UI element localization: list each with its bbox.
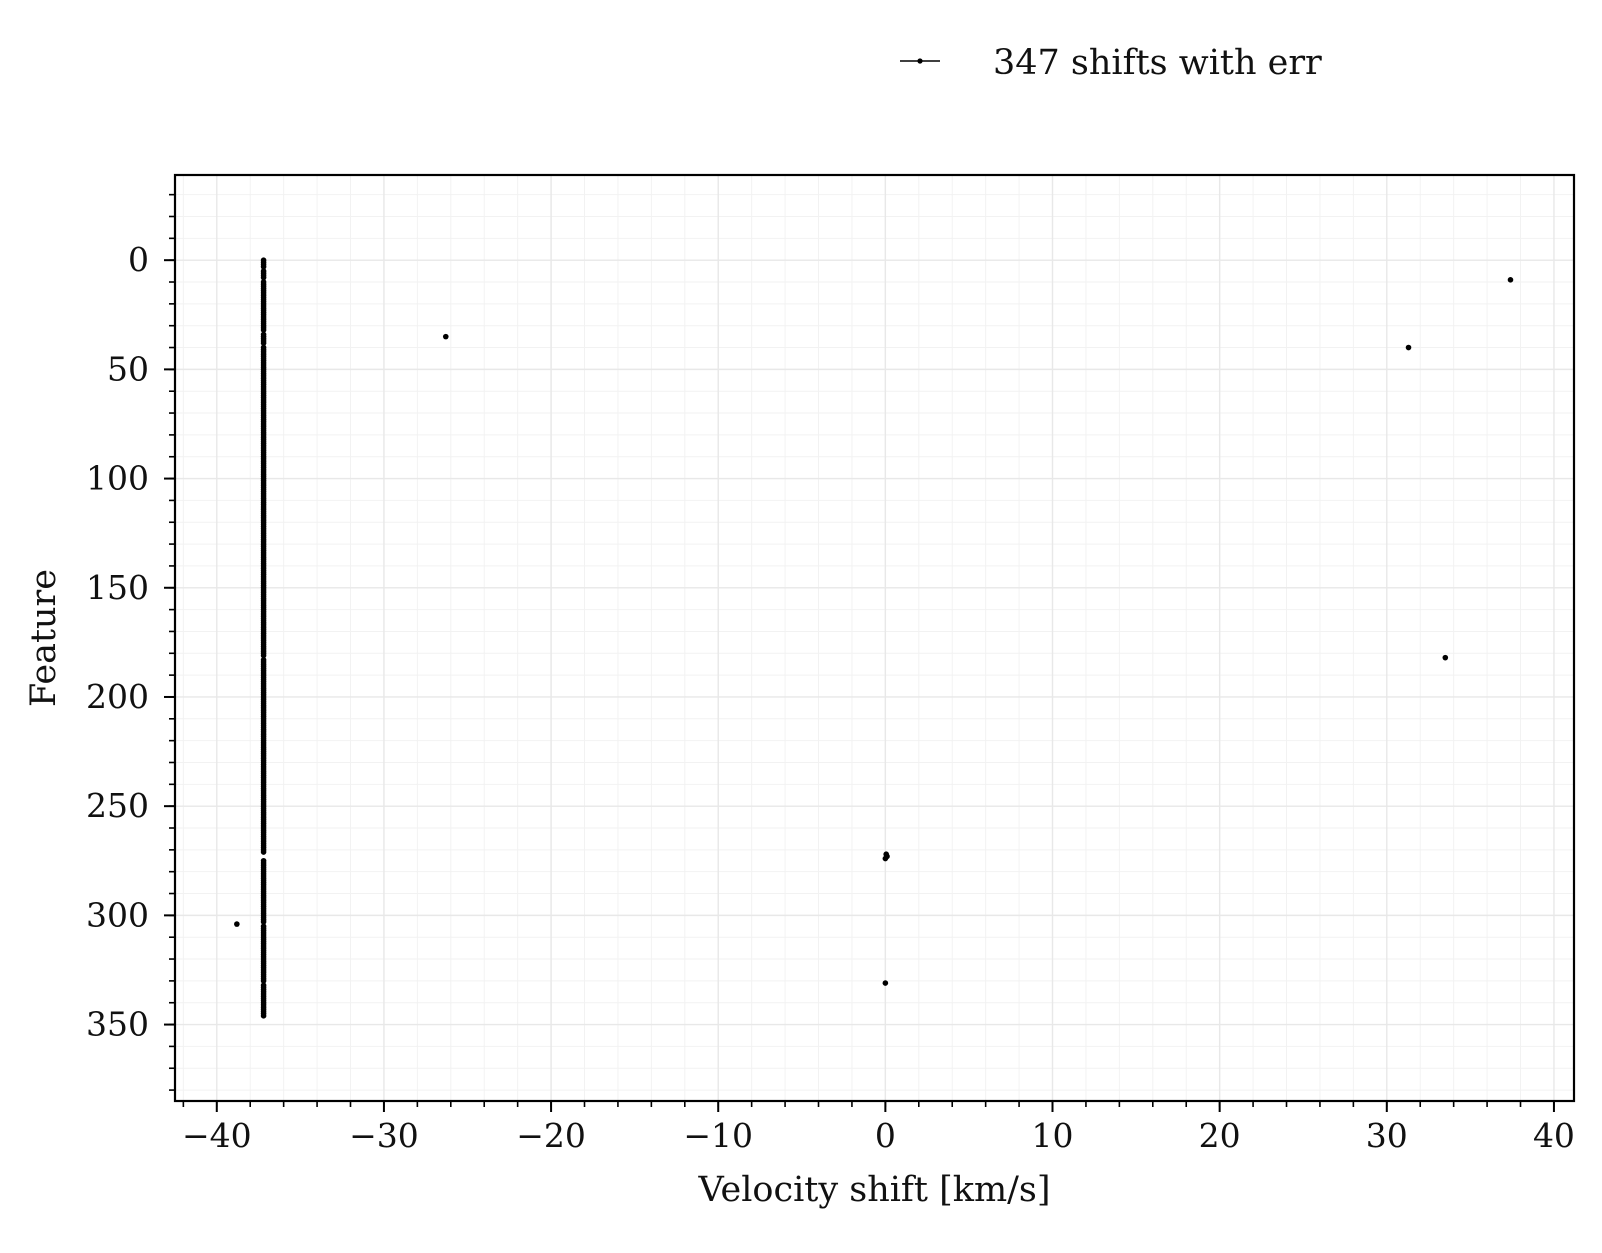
data-point <box>442 333 449 340</box>
x-tick-label: −20 <box>516 1116 586 1155</box>
y-axis-label: Feature <box>24 569 64 707</box>
data-point <box>882 855 889 862</box>
x-tick-label: −40 <box>182 1116 252 1155</box>
data-point <box>1442 654 1449 661</box>
x-tick-label: 10 <box>1032 1116 1074 1155</box>
legend: 347 shifts with err <box>900 43 1322 83</box>
x-tick-label: 20 <box>1199 1116 1241 1155</box>
data-point <box>260 327 267 333</box>
legend-label: 347 shifts with err <box>993 43 1322 83</box>
data-markers <box>234 257 1514 1019</box>
data-point <box>1507 277 1514 283</box>
y-tick-label: 300 <box>86 895 149 934</box>
data-point <box>260 340 267 346</box>
x-tick-label: −30 <box>349 1116 419 1155</box>
data-point <box>260 919 267 925</box>
data-point <box>260 1013 267 1019</box>
x-tick-label: 40 <box>1533 1116 1575 1155</box>
data-point <box>260 274 267 281</box>
data-point <box>1405 344 1412 351</box>
data-point <box>260 978 267 984</box>
x-axis-ticks: −40 −30 −20 −10 0 10 20 30 40 <box>182 1101 1575 1155</box>
y-tick-label: 150 <box>86 568 149 607</box>
y-tick-label: 0 <box>128 240 149 279</box>
plot-frame <box>173 173 1576 1103</box>
data-point <box>234 921 240 927</box>
y-tick-label: 200 <box>86 677 149 716</box>
major-gridlines <box>175 175 1574 1101</box>
legend-marker-dot <box>917 58 923 64</box>
y-tick-label: 250 <box>86 786 149 825</box>
data-point <box>260 652 267 659</box>
x-tick-label: 30 <box>1366 1116 1408 1155</box>
y-tick-label: 350 <box>86 1005 149 1044</box>
data-point <box>882 980 889 986</box>
x-tick-label: −10 <box>683 1116 753 1155</box>
y-tick-label: 50 <box>107 349 149 388</box>
data-point <box>260 263 267 270</box>
data-point <box>260 849 267 855</box>
x-axis-label: Velocity shift [km/s] <box>697 1170 1050 1210</box>
minor-gridlines <box>175 175 1574 1101</box>
y-tick-label: 100 <box>86 459 149 498</box>
x-tick-label: 0 <box>875 1116 896 1155</box>
y-axis-ticks: 0 50 100 150 200 250 300 350 <box>86 193 175 1091</box>
